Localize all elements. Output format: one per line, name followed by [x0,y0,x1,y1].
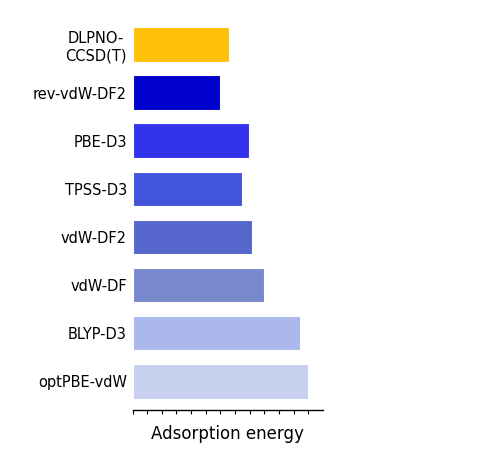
Bar [132,75,220,110]
Bar [132,220,252,254]
X-axis label: Adsorption energy: Adsorption energy [151,425,304,443]
Bar [132,172,242,206]
Bar [132,316,300,351]
Bar [132,268,264,302]
Bar [132,124,248,158]
Bar [132,364,308,399]
Bar [132,27,230,62]
